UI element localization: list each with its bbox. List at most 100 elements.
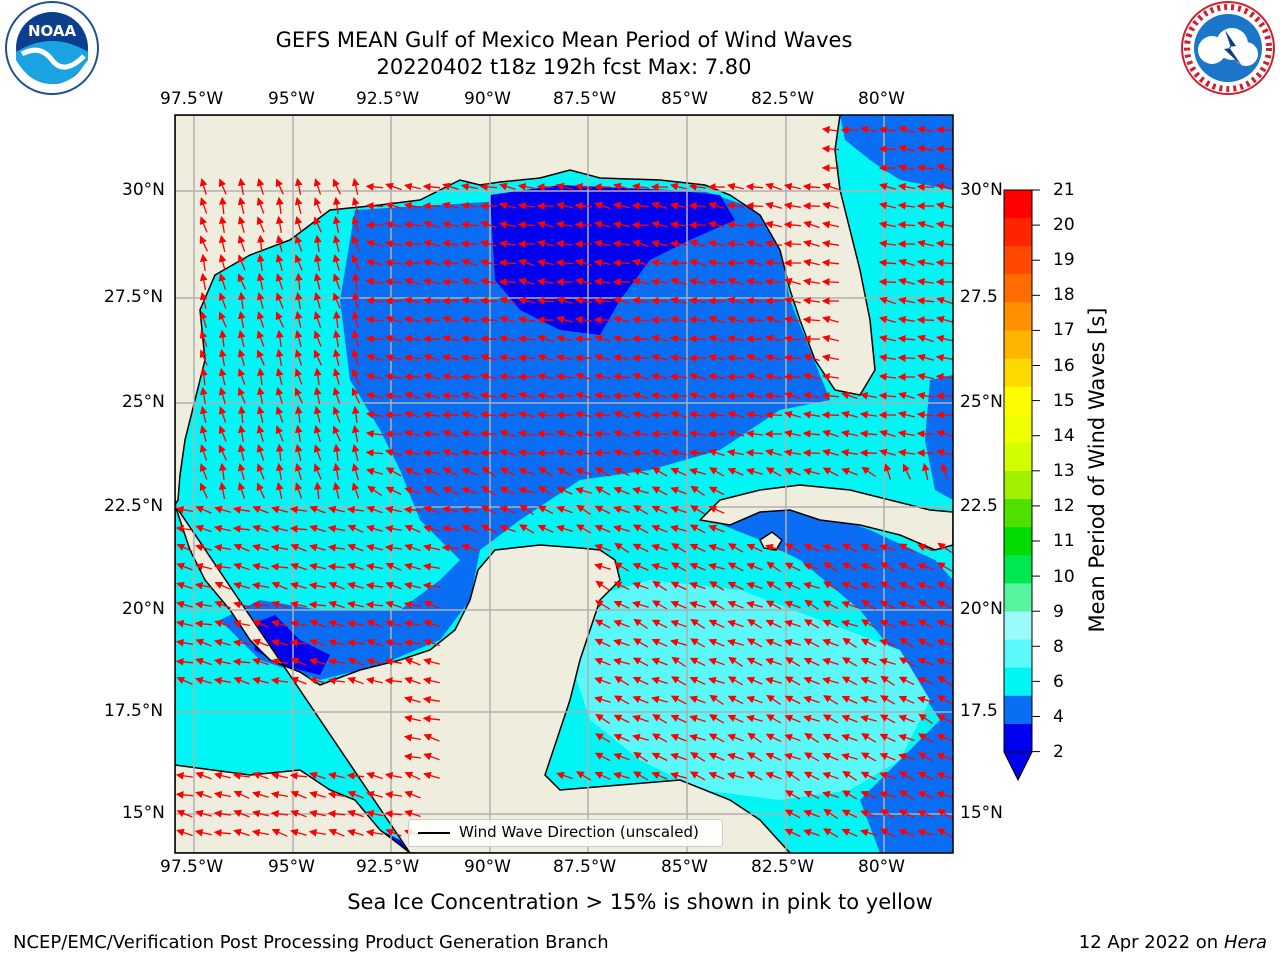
wave-direction-arrow bbox=[708, 486, 725, 496]
wave-direction-arrow bbox=[537, 220, 554, 229]
wave-direction-arrow bbox=[294, 368, 303, 385]
wave-direction-arrow bbox=[708, 315, 725, 324]
wave-direction-arrow bbox=[902, 463, 911, 480]
wave-direction-arrow bbox=[499, 486, 516, 495]
wave-direction-arrow bbox=[256, 272, 265, 290]
wave-direction-arrow bbox=[803, 657, 820, 666]
wave-direction-arrow bbox=[538, 466, 554, 477]
colorbar-tick: 19 bbox=[1053, 250, 1075, 270]
wave-direction-arrow bbox=[213, 524, 231, 533]
wave-direction-arrow bbox=[897, 354, 916, 362]
wave-direction-arrow bbox=[783, 334, 801, 343]
wave-direction-arrow bbox=[898, 600, 915, 609]
wave-direction-arrow bbox=[650, 297, 669, 305]
wave-direction-arrow bbox=[479, 296, 498, 305]
colorbar-segment bbox=[1004, 471, 1032, 500]
wave-direction-arrow bbox=[822, 619, 839, 628]
wave-direction-arrow bbox=[650, 353, 668, 362]
wave-direction-arrow bbox=[199, 272, 208, 291]
wave-direction-arrow bbox=[256, 234, 265, 253]
wave-direction-arrow bbox=[442, 182, 459, 191]
wave-direction-arrow bbox=[270, 638, 288, 647]
lat-label-right: 25°N bbox=[960, 392, 1003, 412]
wave-direction-arrow bbox=[313, 234, 322, 252]
wave-direction-arrow bbox=[275, 254, 284, 271]
wave-direction-arrow bbox=[879, 315, 896, 324]
wave-direction-arrow bbox=[650, 391, 668, 400]
colorbar-segment bbox=[1004, 218, 1032, 247]
wave-direction-arrow bbox=[879, 695, 896, 705]
wave-direction-arrow bbox=[313, 444, 322, 461]
lat-label-left: 27.5°N bbox=[104, 287, 164, 307]
wave-direction-arrow bbox=[308, 581, 327, 590]
wave-direction-arrow bbox=[898, 733, 915, 742]
colorbar bbox=[1003, 189, 1040, 753]
wave-direction-arrow bbox=[707, 353, 725, 362]
wave-direction-arrow bbox=[689, 467, 706, 476]
wave-direction-arrow bbox=[366, 657, 383, 666]
wave-direction-arrow bbox=[332, 178, 341, 195]
wave-direction-arrow bbox=[327, 676, 345, 685]
wave-direction-arrow bbox=[327, 638, 345, 647]
wave-direction-arrow bbox=[422, 695, 441, 704]
wave-direction-arrow bbox=[479, 316, 498, 324]
wave-direction-arrow bbox=[593, 430, 612, 438]
wave-direction-arrow bbox=[309, 771, 326, 780]
wave-direction-arrow bbox=[327, 790, 346, 799]
wave-direction-arrow bbox=[294, 310, 303, 328]
wave-direction-arrow bbox=[936, 638, 953, 647]
wave-direction-arrow bbox=[347, 657, 364, 666]
colorbar-tick: 17 bbox=[1053, 320, 1075, 340]
footer-machine: Hera bbox=[1223, 932, 1267, 953]
wave-direction-arrow bbox=[745, 277, 764, 286]
colorbar-tick: 10 bbox=[1053, 567, 1075, 587]
wave-direction-arrow bbox=[213, 657, 231, 666]
wave-direction-arrow bbox=[289, 638, 307, 647]
wave-direction-arrow bbox=[765, 315, 782, 324]
wave-direction-arrow bbox=[916, 163, 935, 172]
wave-direction-arrow bbox=[351, 443, 360, 461]
wave-direction-arrow bbox=[403, 240, 422, 248]
wave-direction-arrow bbox=[237, 177, 246, 196]
wave-direction-arrow bbox=[708, 676, 725, 685]
wave-direction-arrow bbox=[803, 562, 820, 571]
colorbar-segment bbox=[1004, 442, 1032, 472]
wave-direction-arrow bbox=[351, 463, 360, 480]
wave-direction-arrow bbox=[309, 505, 326, 514]
wave-direction-arrow bbox=[879, 296, 896, 305]
wave-direction-arrow bbox=[275, 329, 284, 347]
wave-direction-arrow bbox=[727, 752, 744, 761]
wave-direction-arrow bbox=[574, 277, 592, 286]
wave-direction-arrow bbox=[899, 637, 915, 648]
wave-direction-arrow bbox=[688, 448, 707, 457]
wave-direction-arrow bbox=[327, 809, 346, 818]
wave-direction-arrow bbox=[289, 600, 307, 609]
wave-direction-arrow bbox=[332, 462, 341, 481]
wave-direction-arrow bbox=[199, 425, 208, 442]
wave-direction-arrow bbox=[669, 239, 688, 248]
wave-direction-arrow bbox=[689, 714, 706, 723]
wave-direction-arrow bbox=[422, 410, 441, 419]
wave-direction-arrow bbox=[575, 372, 592, 381]
wave-direction-arrow bbox=[252, 505, 269, 514]
wave-direction-arrow bbox=[651, 771, 668, 780]
wave-direction-arrow bbox=[176, 809, 193, 818]
wave-direction-arrow bbox=[404, 391, 421, 400]
wave-direction-arrow bbox=[879, 581, 896, 591]
wave-direction-arrow bbox=[595, 467, 611, 477]
wave-direction-arrow bbox=[308, 676, 326, 685]
wave-direction-arrow bbox=[479, 391, 498, 400]
lon-label-top: 95°W bbox=[268, 89, 315, 109]
colorbar-tick: 14 bbox=[1053, 426, 1075, 446]
wave-direction-arrow bbox=[176, 562, 193, 571]
wave-direction-arrow bbox=[878, 372, 896, 381]
wave-direction-arrow bbox=[332, 329, 341, 348]
wave-direction-arrow bbox=[403, 714, 421, 723]
wave-direction-arrow bbox=[499, 524, 516, 533]
wave-direction-arrow bbox=[883, 463, 892, 480]
wave-direction-arrow bbox=[385, 182, 402, 191]
wave-direction-arrow bbox=[917, 752, 934, 762]
wave-direction-arrow bbox=[841, 676, 858, 686]
wave-direction-arrow bbox=[351, 368, 360, 385]
colorbar-segment bbox=[1004, 414, 1032, 444]
